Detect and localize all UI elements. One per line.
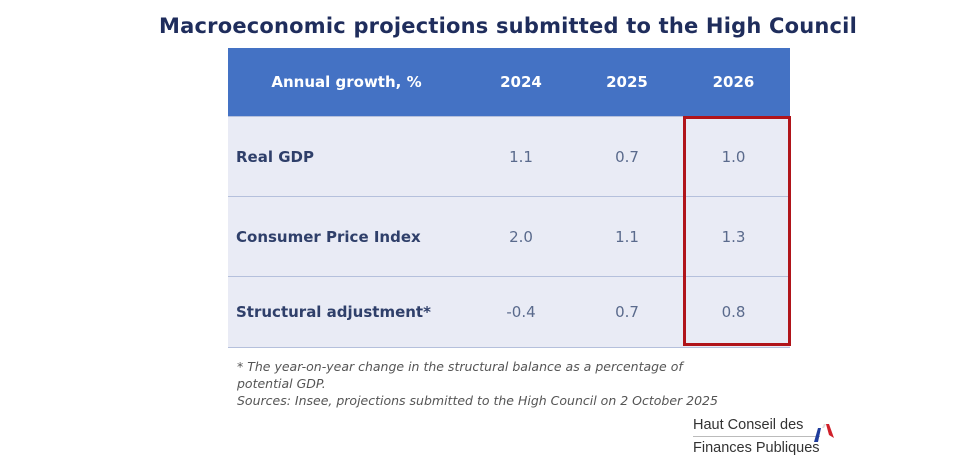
header-2025: 2025 xyxy=(577,48,677,117)
footnote-line2: potential GDP. xyxy=(237,376,326,391)
hcfp-logo: Haut Conseil des Finances Publiques xyxy=(693,414,820,459)
cell-value: -0.4 xyxy=(465,276,577,348)
table-row: Consumer Price Index 2.0 1.1 1.3 xyxy=(228,196,790,277)
page-title: Macroeconomic projections submitted to t… xyxy=(159,14,857,38)
cell-value: 1.0 xyxy=(677,116,790,197)
table-row: Real GDP 1.1 0.7 1.0 xyxy=(228,116,790,197)
row-label: Structural adjustment* xyxy=(228,276,465,348)
footnote: * The year-on-year change in the structu… xyxy=(237,358,737,409)
table-header-row: Annual growth, % 2024 2025 2026 xyxy=(228,48,790,117)
projections-table: Annual growth, % 2024 2025 2026 Real GDP… xyxy=(228,48,790,348)
cell-value: 2.0 xyxy=(465,196,577,277)
cell-value: 0.7 xyxy=(577,276,677,348)
table-row: Structural adjustment* -0.4 0.7 0.8 xyxy=(228,276,790,348)
cell-value: 0.8 xyxy=(677,276,790,348)
french-flag-icon xyxy=(814,424,834,442)
cell-value: 0.7 xyxy=(577,116,677,197)
logo-line1: Haut Conseil des xyxy=(693,414,820,437)
highlight-box-2026 xyxy=(683,116,791,346)
logo-line2: Finances Publiques xyxy=(693,440,820,456)
sources-note: Sources: Insee, projections submitted to… xyxy=(237,393,718,408)
row-label: Real GDP xyxy=(228,116,465,197)
row-label: Consumer Price Index xyxy=(228,196,465,277)
cell-value: 1.3 xyxy=(677,196,790,277)
cell-value: 1.1 xyxy=(577,196,677,277)
header-2026: 2026 xyxy=(677,48,790,117)
header-label: Annual growth, % xyxy=(228,48,465,117)
cell-value: 1.1 xyxy=(465,116,577,197)
header-2024: 2024 xyxy=(465,48,577,117)
footnote-line1: * The year-on-year change in the structu… xyxy=(237,359,683,374)
